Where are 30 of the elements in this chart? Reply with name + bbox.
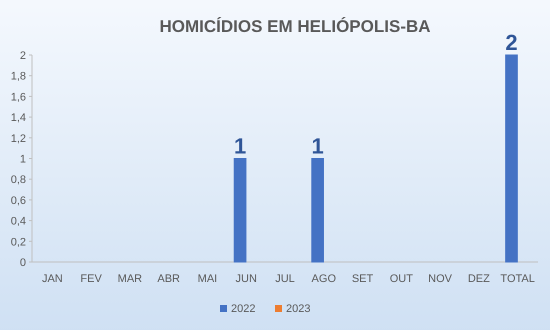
x-tick-label: NOV	[428, 273, 453, 285]
x-tick-label: TOTAL	[500, 273, 535, 285]
chart-title: HOMICÍDIOS EM HELIÓPOLIS-BA	[159, 16, 431, 36]
x-tick-label: FEV	[80, 273, 102, 285]
y-tick-label: 1,4	[10, 112, 26, 124]
y-tick-label: 0	[20, 257, 26, 269]
legend-label: 2022	[231, 303, 256, 315]
y-tick-label: 1	[20, 154, 26, 166]
y-tick-label: 1,2	[10, 132, 26, 145]
x-tick-label: OUT	[390, 273, 414, 285]
legend-label: 2023	[286, 303, 310, 315]
x-tick-label: MAI	[198, 273, 218, 285]
x-tick-label: DEZ	[468, 273, 490, 285]
x-tick-label: ABR	[157, 273, 180, 285]
y-tick-label: 2	[20, 50, 26, 62]
x-tick-label: MAR	[118, 273, 142, 285]
data-label: 1	[312, 134, 324, 158]
x-tick-label: AGO	[312, 273, 336, 285]
y-tick-label: 0,8	[10, 174, 26, 186]
y-tick-label: 0,2	[10, 236, 26, 248]
x-tick-label: SET	[352, 273, 374, 285]
x-tick-label: JUN	[236, 273, 257, 285]
data-label: 2	[505, 30, 518, 55]
data-label: 1	[234, 134, 246, 158]
y-tick-label: 1,8	[10, 70, 26, 83]
x-tick-label: JUL	[275, 273, 295, 285]
y-tick-label: 0,4	[10, 216, 26, 228]
y-tick-label: 1,6	[10, 91, 26, 104]
x-tick-label: JAN	[42, 273, 63, 285]
y-tick-label: 0,6	[10, 194, 26, 207]
